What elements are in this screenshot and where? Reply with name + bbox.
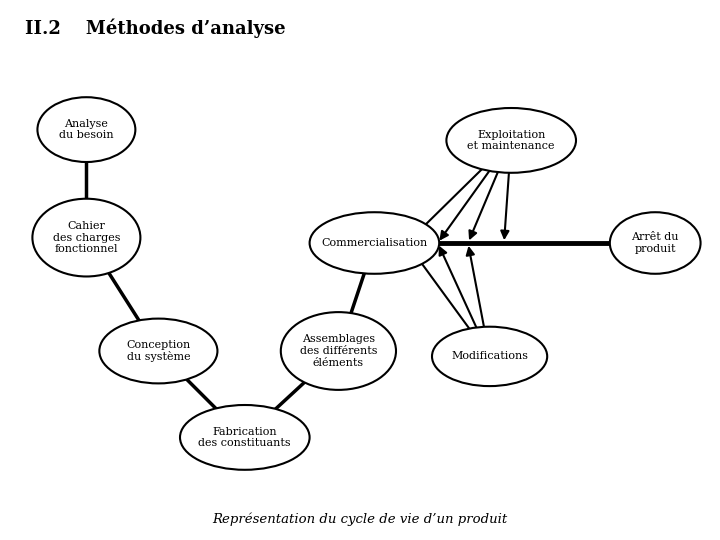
Ellipse shape [37,97,135,162]
Text: Arrêt du
produit: Arrêt du produit [631,232,679,254]
Ellipse shape [99,319,217,383]
Ellipse shape [446,108,576,173]
Text: Conception
du système: Conception du système [126,340,191,362]
Text: Modifications: Modifications [451,352,528,361]
Text: Fabrication
des constituants: Fabrication des constituants [199,427,291,448]
Text: Commercialisation: Commercialisation [321,238,428,248]
Ellipse shape [432,327,547,386]
Text: II.2    Méthodes d’analyse: II.2 Méthodes d’analyse [25,19,286,38]
Text: Analyse
du besoin: Analyse du besoin [59,119,114,140]
Ellipse shape [610,212,701,274]
Ellipse shape [310,212,439,274]
Ellipse shape [180,405,310,470]
Text: Cahier
des charges
fonctionnel: Cahier des charges fonctionnel [53,221,120,254]
Ellipse shape [281,312,396,390]
Text: Assemblages
des différents
éléments: Assemblages des différents éléments [300,334,377,368]
Text: Représentation du cycle de vie d’un produit: Représentation du cycle de vie d’un prod… [212,513,508,526]
Ellipse shape [32,199,140,276]
Text: Exploitation
et maintenance: Exploitation et maintenance [467,130,555,151]
